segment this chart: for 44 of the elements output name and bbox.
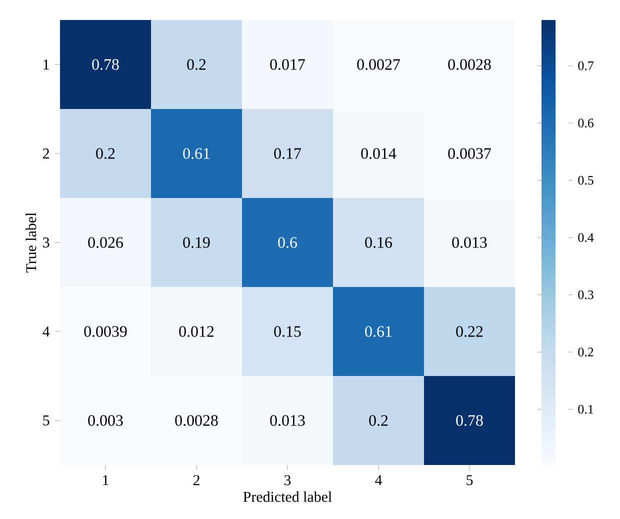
data-label: 0.0028 xyxy=(175,415,218,426)
color-bar-label: 0.7 xyxy=(578,61,594,70)
data-label: 0.003 xyxy=(88,415,123,426)
data-label: 0.2 xyxy=(96,148,115,159)
data-label: 0.013 xyxy=(452,237,487,248)
y-axis-title: True label xyxy=(26,212,36,272)
data-label: 0.2 xyxy=(369,415,388,426)
data-label: 0.6 xyxy=(278,237,297,248)
data-label: 0.014 xyxy=(361,148,396,159)
data-label: 0.0039 xyxy=(84,326,127,337)
color-bar-label: 0.3 xyxy=(578,290,594,300)
y-tick-label: 5 xyxy=(43,416,50,426)
data-label: 0.78 xyxy=(92,59,119,70)
data-label: 0.61 xyxy=(183,148,210,159)
data-label: 0.15 xyxy=(274,326,301,337)
data-label: 0.2 xyxy=(187,59,206,70)
x-tick-label: 2 xyxy=(193,475,200,486)
data-label: 0.013 xyxy=(270,415,305,426)
y-tick-label: 3 xyxy=(43,237,50,248)
data-label: 0.78 xyxy=(456,415,483,426)
data-label: 0.012 xyxy=(179,326,214,337)
data-label: 0.0028 xyxy=(448,59,491,70)
x-axis-title: Predicted label xyxy=(243,491,332,502)
x-tick-label: 4 xyxy=(375,475,382,486)
x-tick-label: 1 xyxy=(103,475,108,486)
data-label: 0.19 xyxy=(183,237,210,248)
data-label: 0.026 xyxy=(88,237,123,248)
x-tick-label: 5 xyxy=(466,475,473,486)
color-bar-label: 0.6 xyxy=(578,118,594,128)
color-bar-label: 0.5 xyxy=(578,176,594,185)
x-tick-label: 3 xyxy=(284,475,291,486)
y-tick-label: 4 xyxy=(42,326,50,336)
data-label: 0.16 xyxy=(365,237,392,248)
data-label: 0.0037 xyxy=(448,148,491,159)
y-tick-label: 1 xyxy=(44,60,49,70)
y-tick-label: 2 xyxy=(43,148,49,158)
color-bar-label: 0.4 xyxy=(578,233,594,242)
color-bar-label: 0.2 xyxy=(578,348,594,356)
data-label: 0.22 xyxy=(456,326,483,337)
data-label: 0.17 xyxy=(274,148,301,159)
color-bar-label: 0.1 xyxy=(578,404,594,414)
data-label: 0.017 xyxy=(270,59,305,70)
data-label: 0.61 xyxy=(365,326,392,337)
data-label: 0.0027 xyxy=(357,59,400,70)
